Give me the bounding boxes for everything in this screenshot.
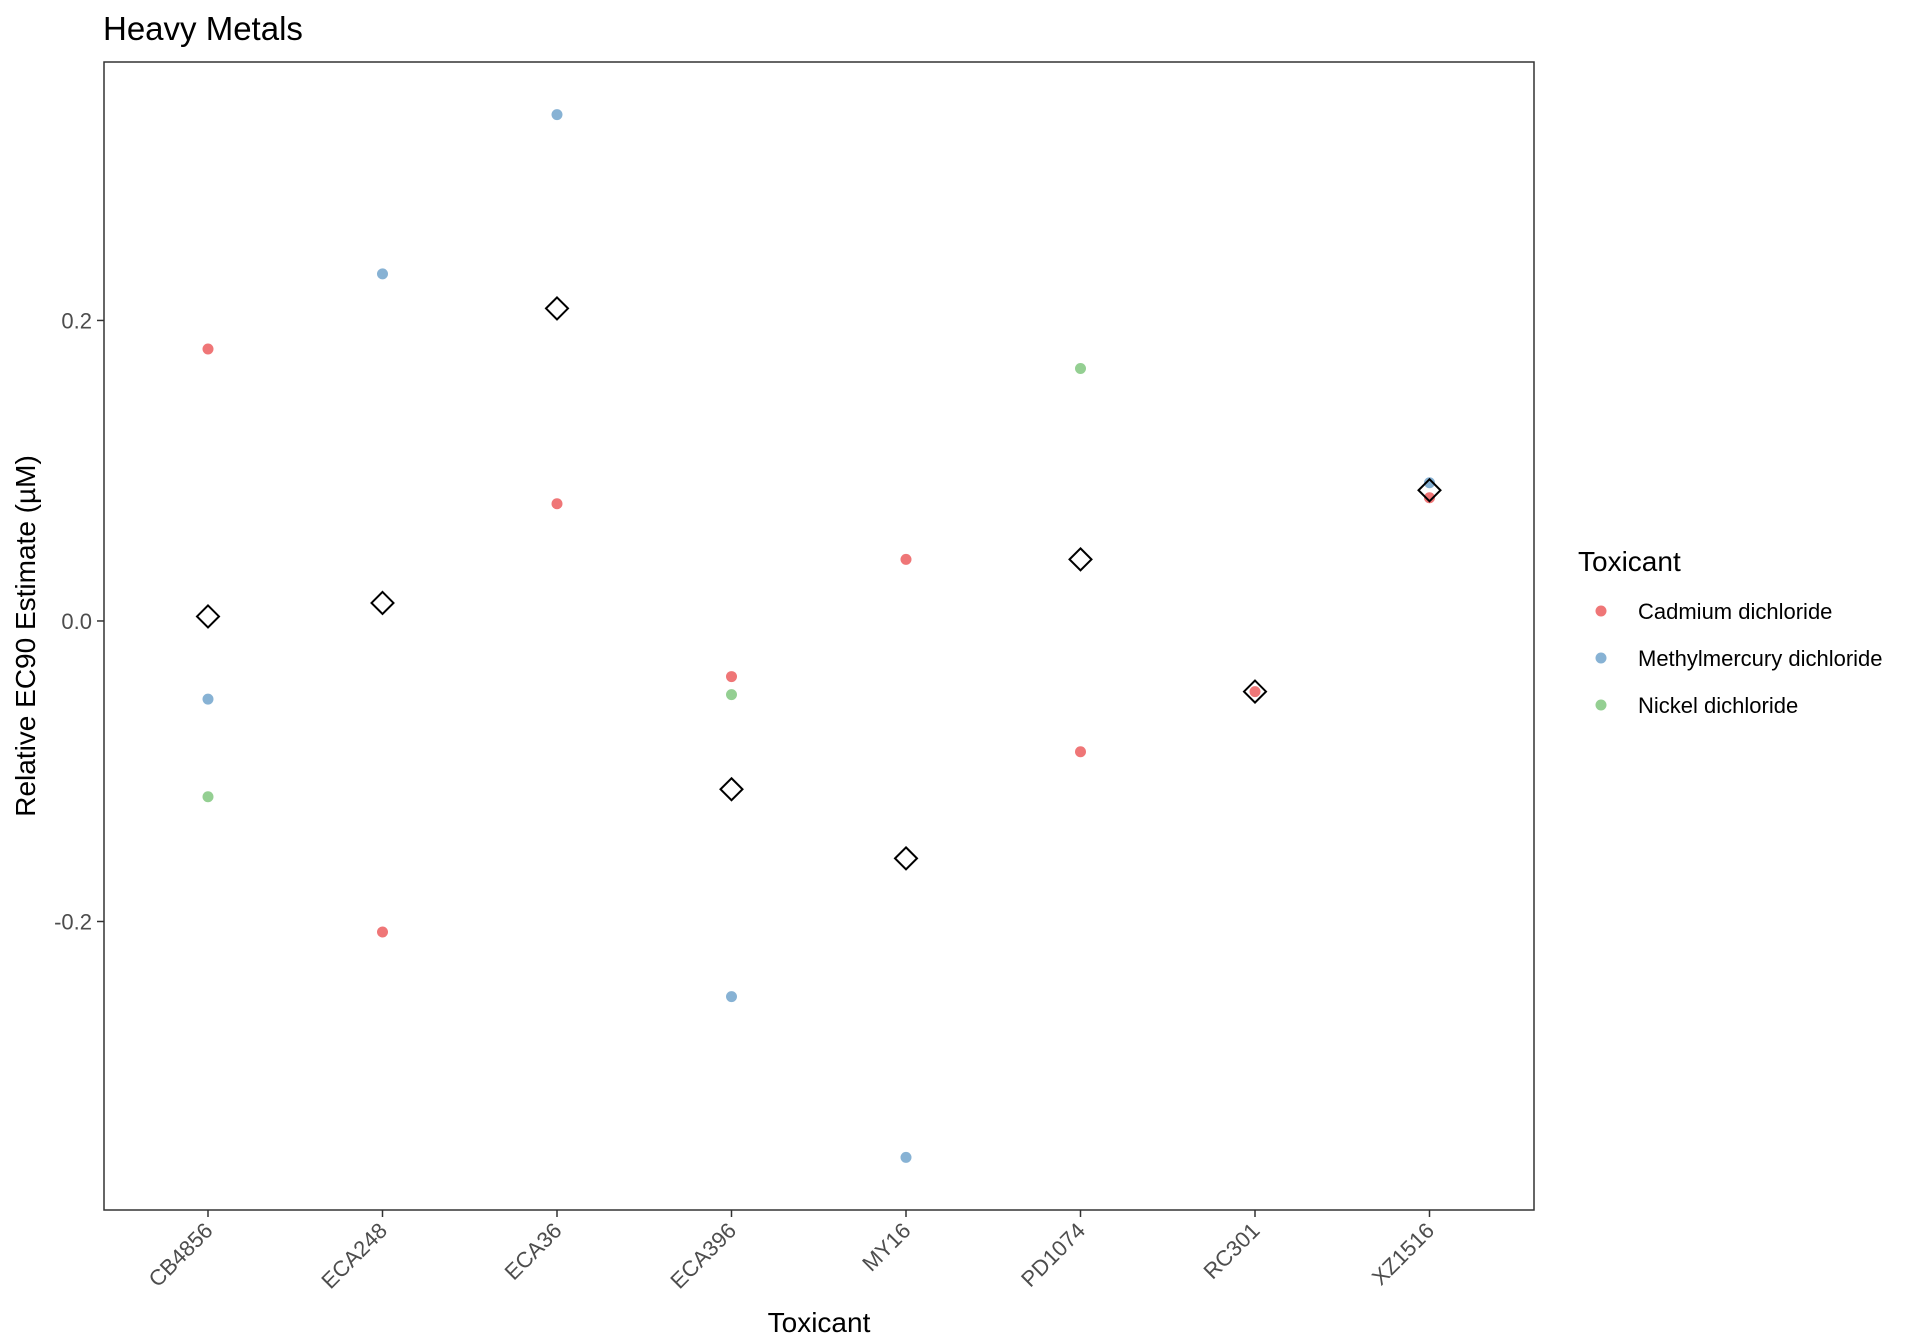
- legend-title: Toxicant: [1578, 546, 1681, 577]
- x-tick-label: ECA248: [316, 1218, 392, 1294]
- data-point: [377, 268, 388, 280]
- mean-diamond: [544, 296, 570, 321]
- data-point: [202, 343, 214, 355]
- x-tick-label: CB4856: [144, 1218, 218, 1292]
- data-point: [726, 991, 737, 1003]
- legend-label: Nickel dichloride: [1638, 693, 1798, 718]
- y-tick-label: -0.2: [54, 909, 92, 934]
- legend-key: [1595, 652, 1607, 664]
- legend: Toxicant Cadmium dichloride Methylmercury…: [1578, 546, 1883, 718]
- plot-panel: [103, 61, 1535, 1211]
- data-point: [1249, 686, 1261, 698]
- data-point: [551, 109, 563, 121]
- x-tick-label: ECA396: [665, 1218, 741, 1294]
- data-point: [202, 693, 214, 705]
- legend-key: [1595, 605, 1607, 617]
- mean-diamond: [893, 845, 919, 871]
- x-tick-label: RC301: [1198, 1218, 1264, 1284]
- mean-diamond: [1242, 679, 1268, 705]
- x-tick-label: ECA36: [500, 1218, 567, 1285]
- x-tick-label: PD1074: [1016, 1218, 1090, 1292]
- data-point: [1075, 363, 1086, 375]
- data-point: [377, 926, 388, 938]
- data-point: [726, 671, 737, 683]
- data-point: [1424, 477, 1435, 489]
- chart-title: Heavy Metals: [103, 10, 303, 47]
- mean-diamond: [1417, 477, 1442, 503]
- legend-key: [1595, 699, 1607, 711]
- data-point: [900, 1151, 912, 1163]
- x-tick-label: MY16: [857, 1218, 915, 1276]
- mean-diamond: [719, 776, 744, 802]
- mean-diamond: [370, 590, 395, 616]
- y-tick-label: 0.2: [61, 308, 92, 333]
- legend-label: Methylmercury dichloride: [1638, 646, 1883, 671]
- legend-label: Cadmium dichloride: [1638, 599, 1832, 624]
- mean-diamond: [195, 604, 221, 629]
- data-point: [551, 498, 563, 510]
- data-points: [202, 109, 1435, 1163]
- data-point: [1075, 746, 1086, 758]
- data-point: [1424, 492, 1435, 504]
- y-tick-label: 0.0: [61, 609, 92, 634]
- x-axis-title: Toxicant: [768, 1307, 871, 1338]
- x-axis: CB4856 ECA248 ECA36 ECA396 MY16 PD1074 RC301 XZ…: [144, 1210, 1439, 1293]
- data-point: [726, 689, 737, 701]
- data-point: [900, 553, 912, 565]
- mean-diamond: [1068, 546, 1093, 572]
- mean-markers: [195, 296, 1442, 871]
- y-axis: 0.2 0.0 -0.2: [54, 308, 104, 934]
- x-tick-label: XZ1516: [1367, 1218, 1439, 1290]
- data-point: [202, 791, 214, 803]
- y-axis-title: Relative EC90 Estimate (µM): [10, 455, 41, 817]
